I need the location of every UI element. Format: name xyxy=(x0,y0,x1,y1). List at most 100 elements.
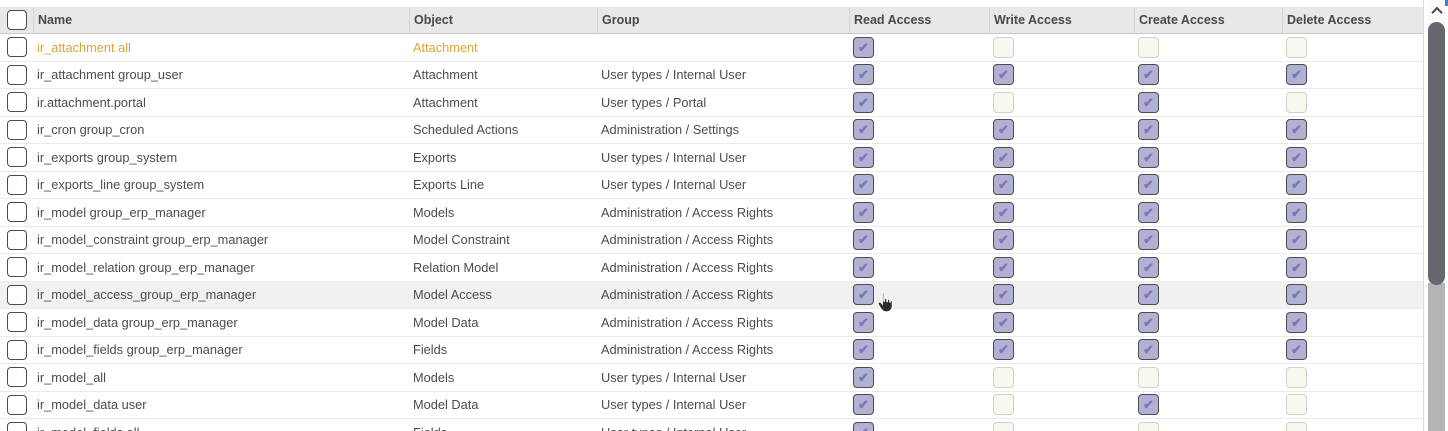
delete-access-checkbox[interactable]: ✔ xyxy=(1286,284,1307,306)
read-access-checkbox[interactable]: ✔ xyxy=(853,284,874,306)
table-row[interactable]: ir_attachment group_user Attachment User t… xyxy=(0,61,1423,89)
column-header-name[interactable]: Name xyxy=(33,7,409,33)
create-access-checkbox[interactable]: ✔ xyxy=(1138,119,1159,141)
delete-access-checkbox[interactable]: ✔ xyxy=(1286,91,1307,113)
read-access-checkbox[interactable]: ✔ xyxy=(853,36,874,58)
write-access-checkbox[interactable]: ✔ xyxy=(993,36,1014,58)
write-access-checkbox[interactable]: ✔ xyxy=(993,229,1014,251)
row-object[interactable]: Exports Line xyxy=(413,177,485,193)
read-access-checkbox[interactable]: ✔ xyxy=(853,146,874,168)
column-header-group[interactable]: Group xyxy=(597,7,849,33)
row-select-checkbox[interactable] xyxy=(6,92,27,113)
read-access-checkbox[interactable]: ✔ xyxy=(853,421,874,431)
row-group[interactable]: Administration / Access Rights xyxy=(601,287,774,303)
read-access-checkbox[interactable]: ✔ xyxy=(853,229,874,251)
row-group[interactable]: Administration / Access Rights xyxy=(601,204,774,220)
delete-access-checkbox[interactable]: ✔ xyxy=(1286,394,1307,416)
write-access-checkbox[interactable]: ✔ xyxy=(993,64,1014,86)
row-group[interactable]: User types / Internal User xyxy=(601,397,747,413)
table-row[interactable]: ir_model_all Models User types / Internal … xyxy=(0,364,1423,392)
write-access-checkbox[interactable]: ✔ xyxy=(993,421,1014,431)
row-object[interactable]: Scheduled Actions xyxy=(413,122,519,138)
row-object[interactable]: Model Constraint xyxy=(413,232,510,248)
column-header-delete-access[interactable]: Delete Access xyxy=(1282,7,1423,33)
row-object[interactable]: Relation Model xyxy=(413,259,499,275)
delete-access-checkbox[interactable]: ✔ xyxy=(1286,339,1307,361)
row-name[interactable]: ir_model_data user xyxy=(37,397,147,413)
write-access-checkbox[interactable]: ✔ xyxy=(993,339,1014,361)
row-select-checkbox[interactable] xyxy=(6,312,27,333)
table-row[interactable]: ir_exports group_system Exports User types… xyxy=(0,144,1423,172)
read-access-checkbox[interactable]: ✔ xyxy=(853,394,874,416)
row-group[interactable]: Administration / Access Rights xyxy=(601,259,774,275)
table-row[interactable]: ir_model_relation group_erp_manager Relat… xyxy=(0,254,1423,282)
read-access-checkbox[interactable]: ✔ xyxy=(853,366,874,388)
row-name[interactable]: ir_model_fields group_erp_manager xyxy=(37,342,243,358)
delete-access-checkbox[interactable]: ✔ xyxy=(1286,311,1307,333)
create-access-checkbox[interactable]: ✔ xyxy=(1138,174,1159,196)
row-group[interactable]: Administration / Access Rights xyxy=(601,314,774,330)
create-access-checkbox[interactable]: ✔ xyxy=(1138,339,1159,361)
write-access-checkbox[interactable]: ✔ xyxy=(993,311,1014,333)
read-access-checkbox[interactable]: ✔ xyxy=(853,174,874,196)
row-object[interactable]: Fields xyxy=(413,342,448,358)
create-access-checkbox[interactable]: ✔ xyxy=(1138,284,1159,306)
row-object[interactable]: Models xyxy=(413,204,455,220)
create-access-checkbox[interactable]: ✔ xyxy=(1138,366,1159,388)
row-group[interactable]: User types / Internal User xyxy=(601,149,747,165)
row-group[interactable]: Administration / Access Rights xyxy=(601,232,774,248)
row-group[interactable]: Administration / Settings xyxy=(601,122,739,138)
write-access-checkbox[interactable]: ✔ xyxy=(993,284,1014,306)
scrollbar-track-lower[interactable] xyxy=(1428,283,1445,431)
row-select-checkbox[interactable] xyxy=(6,37,27,58)
row-select-checkbox[interactable] xyxy=(6,174,27,195)
row-group[interactable]: User types / Internal User xyxy=(597,419,849,431)
row-object[interactable]: Attachment xyxy=(413,67,478,83)
row-name[interactable]: ir_model_relation group_erp_manager xyxy=(37,259,255,275)
create-access-checkbox[interactable]: ✔ xyxy=(1138,229,1159,251)
table-row[interactable]: ir_model_constraint group_erp_manager Mod… xyxy=(0,226,1423,254)
column-header-create-access[interactable]: Create Access xyxy=(1134,7,1282,33)
delete-access-checkbox[interactable]: ✔ xyxy=(1286,36,1307,58)
table-row[interactable]: ir_cron group_cron Scheduled Actions Admin… xyxy=(0,116,1423,144)
delete-access-checkbox[interactable]: ✔ xyxy=(1286,229,1307,251)
row-object[interactable]: Exports xyxy=(413,149,457,165)
table-row[interactable]: ir_model_fields group_erp_manager Fields A… xyxy=(0,336,1423,364)
row-object[interactable]: Models xyxy=(413,369,455,385)
read-access-checkbox[interactable]: ✔ xyxy=(853,64,874,86)
row-name[interactable]: ir.attachment.portal xyxy=(37,94,146,110)
row-select-checkbox[interactable] xyxy=(6,257,27,278)
row-group[interactable]: User types / Internal User xyxy=(601,177,747,193)
row-name[interactable]: ir_model_constraint group_erp_manager xyxy=(37,232,269,248)
row-object[interactable]: Model Data xyxy=(413,397,479,413)
delete-access-checkbox[interactable]: ✔ xyxy=(1286,174,1307,196)
row-name[interactable]: ir_exports group_system xyxy=(37,149,178,165)
row-select-checkbox[interactable] xyxy=(6,339,27,360)
read-access-checkbox[interactable]: ✔ xyxy=(853,91,874,113)
scrollbar-track[interactable] xyxy=(1428,0,1445,431)
table-row[interactable]: ir_attachment all Attachment ✔ ✔ ✔ ✔ xyxy=(0,34,1423,62)
create-access-checkbox[interactable]: ✔ xyxy=(1138,311,1159,333)
create-access-checkbox[interactable]: ✔ xyxy=(1138,146,1159,168)
read-access-checkbox[interactable]: ✔ xyxy=(853,339,874,361)
delete-access-checkbox[interactable]: ✔ xyxy=(1286,366,1307,388)
row-select-checkbox[interactable] xyxy=(6,64,27,85)
row-group[interactable]: Administration / Access Rights xyxy=(601,342,774,358)
row-object[interactable]: Attachment xyxy=(413,94,478,110)
create-access-checkbox[interactable]: ✔ xyxy=(1138,256,1159,278)
row-name[interactable]: ir_cron group_cron xyxy=(37,122,145,138)
scrollbar-thumb[interactable] xyxy=(1428,22,1445,285)
row-name[interactable]: ir_model group_erp_manager xyxy=(37,204,206,220)
row-name[interactable]: ir_attachment group_user xyxy=(37,67,183,83)
table-row[interactable]: ir_model_data user Model Data User types /… xyxy=(0,391,1423,419)
row-select-checkbox[interactable] xyxy=(6,202,27,223)
write-access-checkbox[interactable]: ✔ xyxy=(993,174,1014,196)
read-access-checkbox[interactable]: ✔ xyxy=(853,311,874,333)
row-object[interactable]: Model Data xyxy=(413,314,479,330)
create-access-checkbox[interactable]: ✔ xyxy=(1138,394,1159,416)
create-access-checkbox[interactable]: ✔ xyxy=(1138,91,1159,113)
read-access-checkbox[interactable]: ✔ xyxy=(853,119,874,141)
write-access-checkbox[interactable]: ✔ xyxy=(993,201,1014,223)
row-group[interactable] xyxy=(597,34,849,61)
write-access-checkbox[interactable]: ✔ xyxy=(993,256,1014,278)
